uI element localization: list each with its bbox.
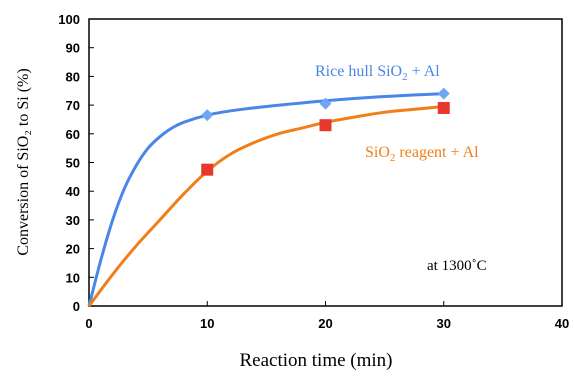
y-tick-label: 70: [66, 98, 80, 113]
x-tick-label: 30: [437, 316, 451, 331]
y-tick-label: 30: [66, 213, 80, 228]
x-tick-label: 20: [318, 316, 332, 331]
y-tick-label: 40: [66, 184, 80, 199]
temperature-annotation: at 1300˚C: [427, 258, 487, 274]
y-tick-label: 10: [66, 270, 80, 285]
y-tick-label: 50: [66, 156, 80, 171]
series-1-point: [438, 102, 450, 114]
y-tick-label: 100: [58, 12, 80, 27]
y-tick-label: 90: [66, 41, 80, 56]
x-tick-label: 10: [200, 316, 214, 331]
y-tick-label: 20: [66, 242, 80, 257]
series-1-point: [201, 164, 213, 176]
y-tick-label: 80: [66, 69, 80, 84]
y-axis-title: Conversion of SiO₂ to Si (%): [15, 68, 32, 255]
x-tick-label: 0: [85, 316, 92, 331]
y-tick-label: 0: [73, 299, 80, 314]
x-tick-label: 40: [555, 316, 569, 331]
y-tick-label: 60: [66, 127, 80, 142]
series-1-point: [320, 119, 332, 131]
x-axis-title: Reaction time (min): [239, 350, 392, 371]
